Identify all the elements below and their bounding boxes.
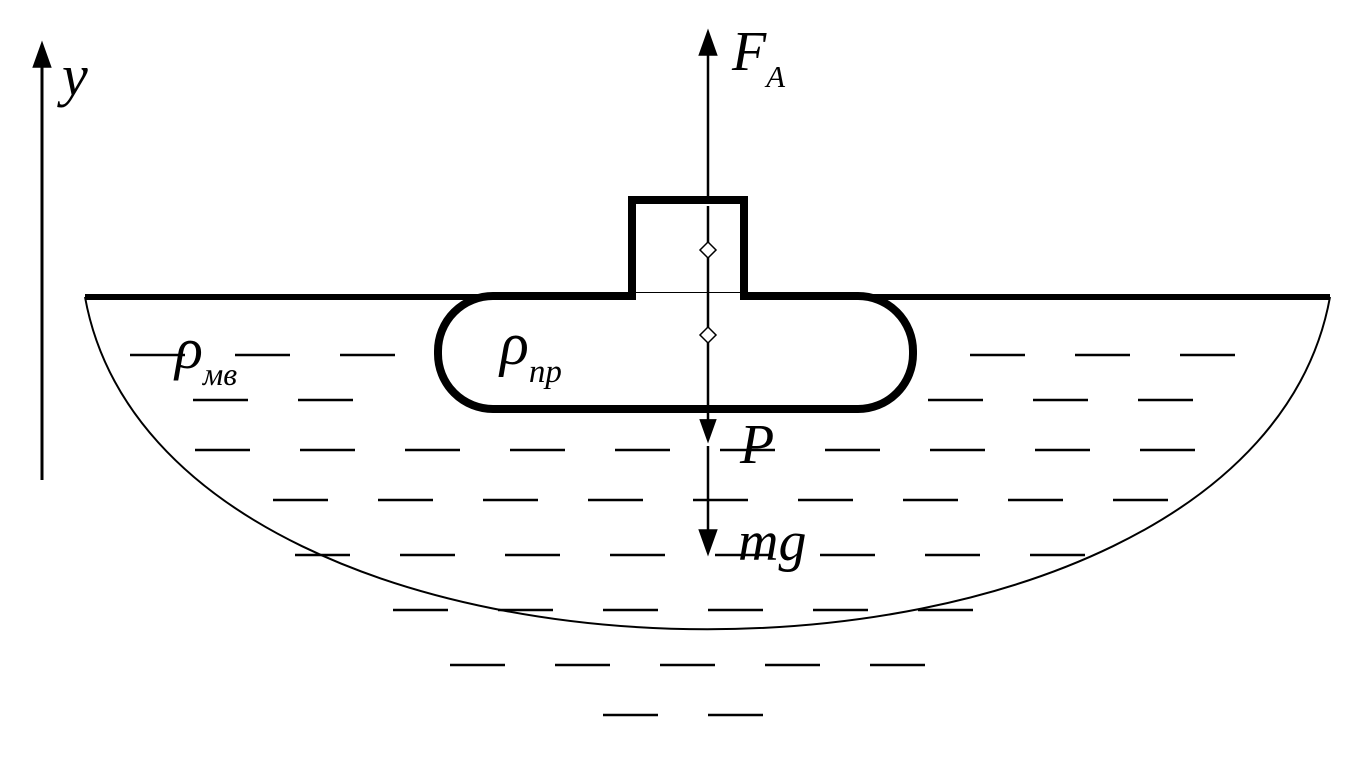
force-p-label: P [740, 413, 774, 477]
rho-submarine-label: ρпр [500, 310, 562, 386]
y-axis-label: y [62, 42, 88, 109]
force-mg-label: mg [738, 510, 806, 574]
rho-water-label: ρмв [175, 315, 237, 389]
force-fa-label: FA [732, 20, 785, 90]
